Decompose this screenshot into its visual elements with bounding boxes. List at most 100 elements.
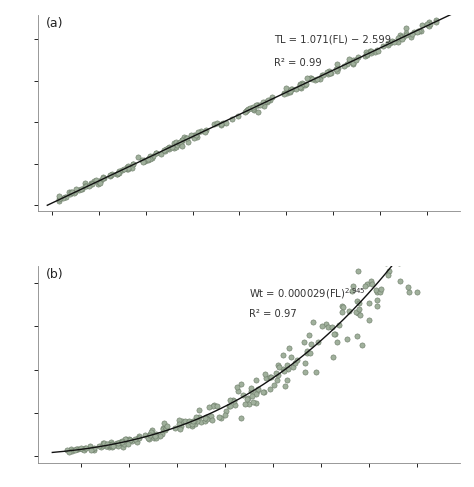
Point: [105, 441, 113, 449]
Point: [105, 440, 112, 448]
Point: [208, 412, 215, 420]
Point: [126, 436, 134, 444]
Point: [374, 288, 381, 296]
Point: [316, 75, 323, 83]
Point: [374, 47, 382, 55]
Point: [293, 356, 301, 364]
Point: [170, 144, 177, 151]
Point: [107, 172, 114, 180]
Point: [398, 33, 405, 41]
Point: [176, 138, 184, 146]
Point: [344, 335, 351, 343]
Point: [187, 131, 195, 138]
Point: [281, 89, 288, 97]
Point: [145, 154, 153, 162]
Point: [385, 242, 392, 249]
Point: [61, 193, 68, 201]
Point: [397, 277, 404, 284]
Point: [90, 444, 97, 452]
Point: [123, 163, 130, 170]
Point: [324, 323, 332, 331]
Point: [397, 34, 404, 42]
Point: [109, 170, 116, 178]
Point: [229, 396, 237, 404]
Point: [318, 322, 326, 330]
Point: [376, 288, 384, 296]
Point: [267, 373, 275, 380]
Point: [186, 419, 193, 427]
Point: [99, 174, 107, 182]
Point: [355, 53, 362, 60]
Point: [330, 330, 338, 337]
Point: [156, 432, 164, 440]
Text: (b): (b): [46, 268, 64, 281]
Point: [372, 48, 379, 56]
Point: [319, 71, 326, 79]
Point: [349, 58, 357, 66]
Point: [78, 185, 85, 193]
Point: [319, 71, 327, 79]
Point: [113, 441, 120, 449]
Point: [303, 75, 311, 82]
Point: [254, 108, 261, 116]
Point: [146, 155, 154, 163]
Point: [105, 443, 113, 450]
Point: [146, 430, 154, 438]
Point: [114, 442, 121, 450]
Point: [243, 107, 250, 115]
Point: [292, 359, 299, 367]
Point: [195, 413, 203, 421]
Point: [118, 439, 125, 447]
Point: [176, 425, 183, 433]
Point: [240, 392, 247, 399]
Point: [415, 206, 423, 214]
Point: [135, 153, 142, 161]
Point: [237, 414, 245, 422]
Point: [346, 55, 353, 62]
Point: [378, 285, 385, 293]
Point: [118, 438, 126, 446]
Point: [330, 354, 337, 361]
Point: [68, 445, 75, 453]
Point: [427, 20, 434, 28]
Point: [192, 412, 200, 420]
Point: [307, 75, 314, 82]
Point: [178, 136, 185, 144]
Point: [180, 133, 188, 141]
Point: [118, 166, 126, 173]
Point: [332, 65, 339, 73]
Point: [328, 323, 336, 331]
Point: [406, 289, 413, 297]
Text: TL = 1.071(FL) − 2.599: TL = 1.071(FL) − 2.599: [274, 34, 391, 44]
Point: [252, 391, 260, 398]
Point: [162, 427, 169, 434]
Point: [249, 398, 257, 406]
Point: [162, 424, 170, 431]
Point: [163, 423, 171, 431]
Point: [408, 30, 416, 38]
Point: [125, 164, 132, 172]
Point: [145, 434, 152, 442]
Point: [102, 442, 109, 450]
Point: [410, 28, 418, 36]
Point: [249, 392, 256, 399]
Point: [422, 205, 430, 213]
Point: [244, 106, 252, 113]
Point: [213, 402, 221, 410]
Point: [237, 380, 245, 388]
Point: [79, 446, 86, 453]
Point: [152, 149, 160, 157]
Point: [301, 359, 309, 367]
Point: [191, 134, 198, 142]
Point: [252, 399, 260, 407]
Point: [221, 412, 228, 419]
Point: [148, 429, 155, 436]
Point: [275, 363, 283, 371]
Point: [87, 180, 94, 187]
Point: [390, 239, 398, 247]
Point: [164, 144, 172, 152]
Point: [132, 435, 139, 443]
Point: [296, 82, 304, 90]
Point: [102, 442, 109, 450]
Point: [182, 134, 190, 142]
